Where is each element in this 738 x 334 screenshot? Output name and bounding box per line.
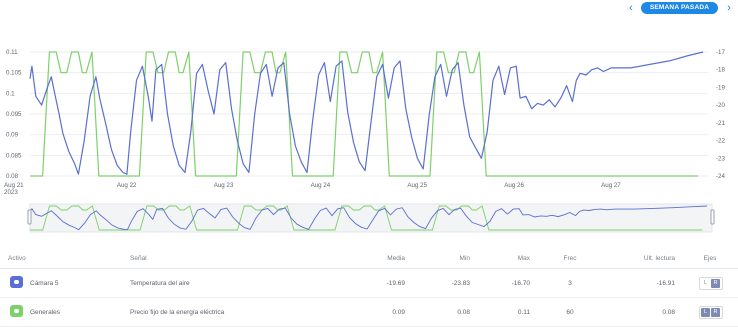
line-chart[interactable]: 0.11 0.105 0.1 0.095 0.09 0.085 0.08 -17 -18 -19 -… — [0, 40, 738, 240]
x-tick-label: Aug 22 — [117, 182, 137, 189]
axes-toggle[interactable]: L R — [699, 277, 723, 290]
x-tick-year: 2023 — [4, 189, 18, 196]
last-reading: -16.91 — [656, 280, 675, 287]
table-header: Activo Señal Media Min Max Frec Ult. lec… — [0, 250, 738, 269]
col-asset: Activo — [8, 255, 26, 262]
x-tick-label: Aug 25 — [407, 182, 427, 189]
mean-value: -19.69 — [386, 280, 405, 287]
y-left-tick-label: 0.08 — [6, 173, 19, 180]
table-row[interactable]: Cámara 5 Temperatura del aire -19.69 -23… — [0, 269, 738, 298]
col-signal: Señal — [130, 255, 147, 262]
min-value: 0.08 — [457, 309, 470, 316]
x-tick-label: Aug 24 — [311, 182, 331, 189]
freq-value: 60 — [566, 309, 574, 316]
y-right-tick-label: -18 — [716, 67, 726, 74]
mean-value: 0.09 — [392, 309, 405, 316]
y-right-tick-label: -20 — [716, 102, 726, 109]
col-min: Min — [459, 255, 470, 262]
col-axes: Ejes — [703, 255, 717, 262]
asset-name[interactable]: Cámara 5 — [30, 280, 59, 287]
y-left-tick-label: 0.09 — [6, 132, 19, 139]
signal-name: Precio fijo de la energía eléctrica — [130, 309, 225, 316]
y-right-tick-label: -17 — [716, 49, 726, 56]
y-right-tick-label: -23 — [716, 155, 726, 162]
camera-icon — [10, 276, 23, 288]
chevron-right-icon[interactable]: › — [727, 2, 731, 14]
period-toolbar: ‹ SEMANA PASADA › — [0, 0, 738, 16]
y-left-tick-label: 0.095 — [6, 111, 22, 118]
col-mean: Media — [387, 255, 405, 262]
axis-right-button[interactable]: R — [711, 279, 720, 288]
x-tick-label: Aug 23 — [214, 182, 234, 189]
col-freq: Frec — [563, 255, 577, 262]
y-left-tick-label: 0.085 — [6, 152, 22, 159]
freq-value: 3 — [568, 280, 572, 287]
y-right-tick-label: -24 — [716, 173, 726, 180]
x-tick-label: Aug 21 — [4, 182, 24, 189]
axis-right-button[interactable]: R — [711, 308, 720, 317]
y-right-tick-label: -19 — [716, 84, 726, 91]
max-value: 0.11 — [517, 309, 530, 316]
x-tick-label: Aug 27 — [601, 182, 621, 189]
y-left-tick-label: 0.1 — [6, 90, 15, 97]
period-button[interactable]: SEMANA PASADA — [641, 2, 718, 14]
asset-name[interactable]: Generales — [30, 309, 60, 316]
series-line — [29, 51, 704, 175]
max-value: -16.70 — [511, 280, 530, 287]
axis-left-button[interactable]: L — [703, 280, 708, 286]
y-left-tick-label: 0.105 — [6, 70, 22, 77]
chart-area: 0.11 0.105 0.1 0.095 0.09 0.085 0.08 -17 -18 -19 -… — [0, 40, 738, 245]
x-tick-label: Aug 26 — [504, 182, 524, 189]
min-value: -23.83 — [451, 280, 470, 287]
axis-left-button[interactable]: L — [701, 308, 710, 317]
navigator-handle-left — [27, 209, 32, 225]
navigator-background — [29, 203, 713, 233]
y-right-tick-label: -21 — [716, 120, 726, 127]
y-left-tick-label: 0.11 — [6, 49, 18, 56]
signal-name: Temperatura del aire — [130, 280, 190, 287]
col-last: Ult. lectura — [643, 255, 675, 262]
navigator-series-line — [29, 205, 708, 231]
last-reading: 0.08 — [662, 309, 675, 316]
y-right-tick-label: -22 — [716, 138, 726, 145]
chevron-left-icon[interactable]: ‹ — [629, 2, 633, 14]
navigator-handle-right — [710, 209, 715, 225]
axes-toggle[interactable]: L R — [699, 306, 723, 319]
table-row[interactable]: Generales Precio fijo de la energía eléc… — [0, 298, 738, 327]
col-max: Max — [517, 255, 530, 262]
energy-icon — [10, 305, 23, 317]
